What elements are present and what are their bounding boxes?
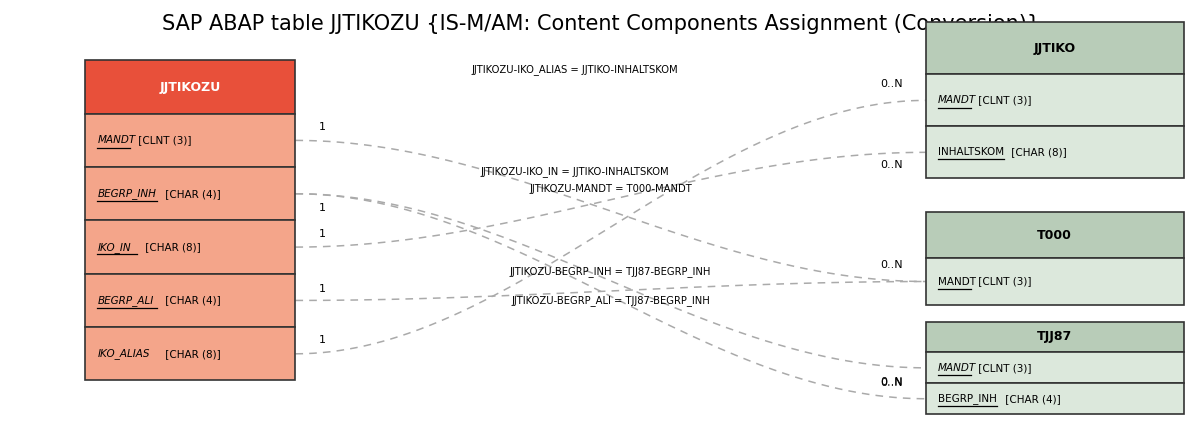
Bar xyxy=(925,212,1184,258)
Text: 1: 1 xyxy=(319,284,325,294)
Text: IKO_ALIAS: IKO_ALIAS xyxy=(97,349,150,359)
Text: INHALTSKOM: INHALTSKOM xyxy=(937,147,1003,157)
Text: JJTIKOZU-IKO_IN = JJTIKO-INHALTSKOM: JJTIKOZU-IKO_IN = JJTIKO-INHALTSKOM xyxy=(480,166,669,176)
Text: [CHAR (4)]: [CHAR (4)] xyxy=(161,296,220,305)
Text: 1: 1 xyxy=(319,204,325,214)
Text: MANDT: MANDT xyxy=(937,276,976,287)
Bar xyxy=(85,274,296,327)
Text: TJJ87: TJJ87 xyxy=(1037,330,1072,343)
Text: JJTIKOZU-BEGRP_INH = TJJ87-BEGRP_INH: JJTIKOZU-BEGRP_INH = TJJ87-BEGRP_INH xyxy=(510,266,711,277)
Text: IKO_IN: IKO_IN xyxy=(97,242,131,253)
Text: JJTIKO: JJTIKO xyxy=(1033,42,1075,55)
Text: JJTIKOZU: JJTIKOZU xyxy=(160,81,221,94)
Text: JJTIKOZU-BEGRP_ALI = TJJ87-BEGRP_INH: JJTIKOZU-BEGRP_ALI = TJJ87-BEGRP_INH xyxy=(511,295,710,306)
Text: 0..N: 0..N xyxy=(881,160,903,170)
Text: [CLNT (3)]: [CLNT (3)] xyxy=(976,276,1032,287)
Text: [CHAR (8)]: [CHAR (8)] xyxy=(161,349,220,359)
Bar xyxy=(925,321,1184,352)
Text: [CLNT (3)]: [CLNT (3)] xyxy=(976,363,1032,373)
Text: [CLNT (3)]: [CLNT (3)] xyxy=(135,135,191,145)
Bar xyxy=(85,60,296,114)
Bar xyxy=(925,74,1184,126)
Bar xyxy=(925,22,1184,74)
Bar xyxy=(85,220,296,274)
Text: BEGRP_INH: BEGRP_INH xyxy=(937,393,996,404)
Text: MANDT: MANDT xyxy=(937,363,976,373)
Text: 0..N: 0..N xyxy=(881,78,903,89)
Text: [CHAR (8)]: [CHAR (8)] xyxy=(1008,147,1067,157)
Text: SAP ABAP table JJTIKOZU {IS-M/AM: Content Components Assignment (Conversion)}: SAP ABAP table JJTIKOZU {IS-M/AM: Conten… xyxy=(162,14,1041,34)
Text: 0..N: 0..N xyxy=(881,377,903,387)
Text: 0..N: 0..N xyxy=(881,259,903,270)
Text: BEGRP_INH: BEGRP_INH xyxy=(97,188,156,199)
Bar xyxy=(925,258,1184,305)
Text: JJTIKOZU-IKO_ALIAS = JJTIKO-INHALTSKOM: JJTIKOZU-IKO_ALIAS = JJTIKO-INHALTSKOM xyxy=(472,64,677,75)
Text: 1: 1 xyxy=(319,335,325,345)
Text: MANDT: MANDT xyxy=(937,95,976,106)
Bar xyxy=(85,114,296,167)
Bar xyxy=(925,352,1184,383)
Text: [CHAR (4)]: [CHAR (4)] xyxy=(161,189,220,199)
Text: 1: 1 xyxy=(319,229,325,239)
Text: [CLNT (3)]: [CLNT (3)] xyxy=(976,95,1032,106)
Bar xyxy=(925,383,1184,414)
Text: 0..N: 0..N xyxy=(881,378,903,388)
Text: T000: T000 xyxy=(1037,229,1072,242)
Text: MANDT: MANDT xyxy=(97,135,136,145)
Text: 1: 1 xyxy=(319,122,325,132)
Text: [CHAR (8)]: [CHAR (8)] xyxy=(142,242,201,252)
Text: JJTIKOZU-MANDT = T000-MANDT: JJTIKOZU-MANDT = T000-MANDT xyxy=(529,184,692,194)
Text: [CHAR (4)]: [CHAR (4)] xyxy=(1002,394,1061,404)
Bar xyxy=(85,327,296,380)
Bar xyxy=(925,126,1184,179)
Text: BEGRP_ALI: BEGRP_ALI xyxy=(97,295,154,306)
Bar xyxy=(85,167,296,220)
